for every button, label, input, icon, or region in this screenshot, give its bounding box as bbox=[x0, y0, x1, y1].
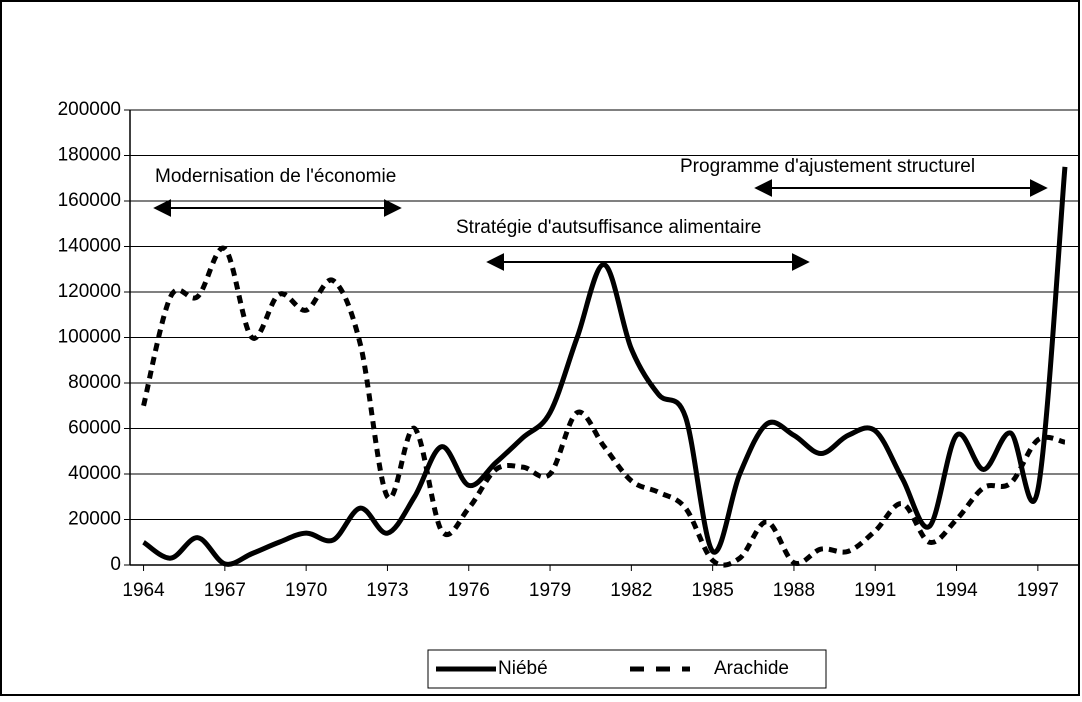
x-tick-label: 1997 bbox=[1017, 580, 1059, 601]
x-tick-label: 1985 bbox=[692, 580, 734, 601]
grid: 0 20000 40000 60000 80000 100000 120000 140000 1… bbox=[58, 99, 1078, 601]
x-tick-label: 1982 bbox=[610, 580, 652, 601]
x-tick-label: 1976 bbox=[448, 580, 490, 601]
x-tick-label: 1988 bbox=[773, 580, 815, 601]
x-tick-label: 1967 bbox=[204, 580, 246, 601]
annotation: Programme d'ajustement structurel bbox=[680, 156, 975, 177]
y-tick-label: 80000 bbox=[68, 372, 121, 393]
y-tick-label: 200000 bbox=[58, 99, 121, 120]
y-tick-label: 20000 bbox=[68, 509, 121, 530]
annotation: Modernisation de l'économie bbox=[155, 166, 396, 187]
legend-label: Arachide bbox=[714, 658, 789, 679]
y-tick-label: 0 bbox=[110, 554, 121, 575]
y-tick-label: 140000 bbox=[58, 236, 121, 257]
series-line bbox=[142, 166, 1068, 567]
y-tick-label: 40000 bbox=[68, 463, 121, 484]
lines bbox=[141, 166, 1068, 568]
annotation: Stratégie d'autsuffisance alimentaire bbox=[456, 217, 761, 238]
legend: Niébé Arachide bbox=[427, 649, 827, 689]
series-line bbox=[141, 245, 1066, 568]
legend-label: Niébé bbox=[498, 658, 548, 679]
y-tick-label: 160000 bbox=[58, 190, 121, 211]
x-tick-label: 1979 bbox=[529, 580, 571, 601]
y-tick-label: 120000 bbox=[58, 281, 121, 302]
y-tick-label: 100000 bbox=[58, 327, 121, 348]
y-tick-label: 180000 bbox=[58, 145, 121, 166]
x-tick-label: 1991 bbox=[854, 580, 896, 601]
x-tick-label: 1973 bbox=[366, 580, 408, 601]
x-tick-label: 1964 bbox=[122, 580, 165, 601]
y-tick-label: 60000 bbox=[68, 418, 121, 439]
x-tick-label: 1994 bbox=[935, 580, 978, 601]
x-tick-label: 1970 bbox=[285, 580, 327, 601]
